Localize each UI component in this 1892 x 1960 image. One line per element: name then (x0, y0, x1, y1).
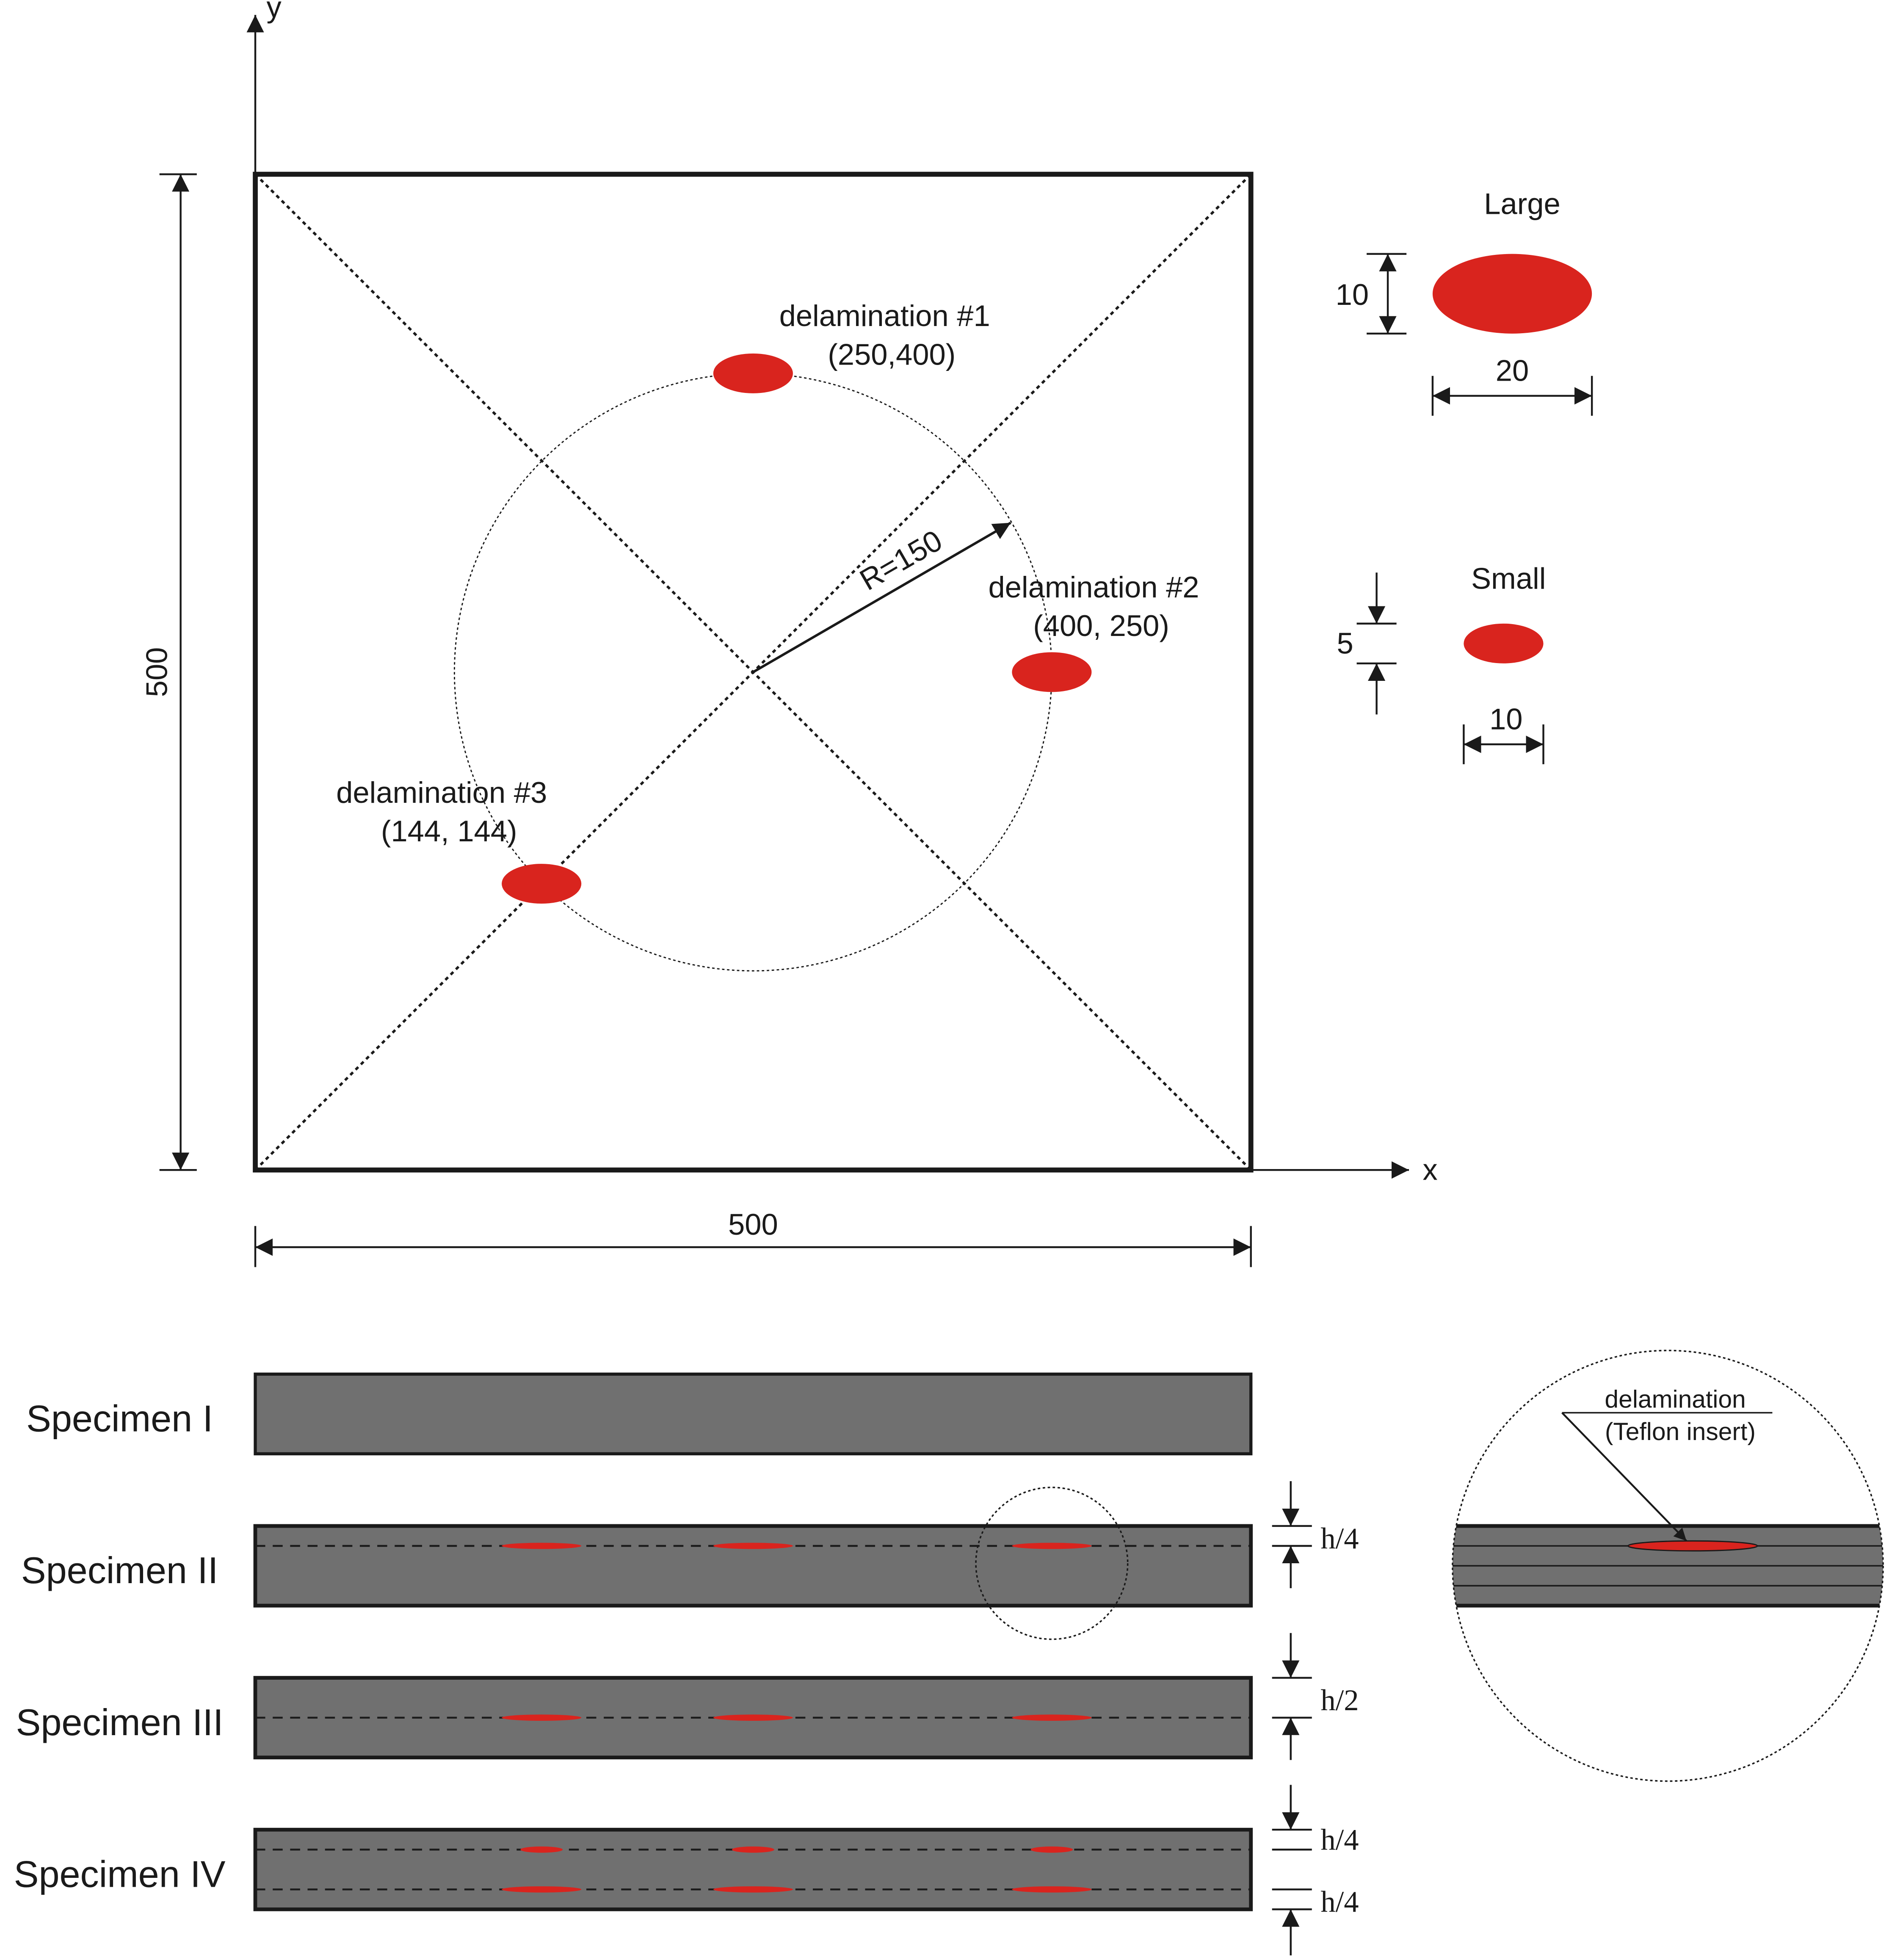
detail-callout-circle (975, 1487, 1129, 1640)
detail-view (1452, 1349, 1884, 1782)
specimen-2-delamination (1012, 1543, 1092, 1549)
legend-large-width-label: 20 (1496, 354, 1529, 387)
specimen-4-h4-label-top: h/4 (1320, 1823, 1359, 1856)
legend-small-width-label: 10 (1489, 702, 1522, 736)
specimen-4-delamination (502, 1886, 582, 1893)
specimen-3-delamination (713, 1714, 793, 1721)
width-dimension (254, 1226, 1252, 1267)
height-dimension (159, 173, 197, 1171)
specimen-4-h4-dims (1272, 1785, 1312, 1956)
legend-small-height-label: 5 (1337, 626, 1353, 660)
specimen-2-delamination (713, 1543, 793, 1549)
delamination-1-marker (713, 353, 793, 393)
specimen-2-body (253, 1524, 1253, 1608)
legend-large-title: Large (1484, 187, 1560, 221)
delamination-2-marker (1012, 652, 1092, 692)
specimen-4-label: Specimen IV (14, 1853, 226, 1895)
legend-small-ellipse (1464, 623, 1544, 663)
specimen-2-label: Specimen II (21, 1549, 218, 1591)
specimen-1-label: Specimen I (26, 1398, 213, 1440)
legend-large-height-label: 10 (1336, 278, 1369, 311)
specimen-2-h4-label: h/4 (1320, 1522, 1359, 1555)
specimen-3-delamination (502, 1714, 582, 1721)
delamination-2-label: delamination #2 (988, 570, 1199, 604)
plate-outline (253, 171, 1254, 1173)
specimen-4-h4-label-bottom: h/4 (1320, 1885, 1359, 1919)
detail-label-line1: delamination (1605, 1386, 1746, 1413)
legend-small-title: Small (1471, 561, 1546, 595)
specimen-3-h2-label: h/2 (1320, 1684, 1359, 1717)
y-axis-label: y (266, 0, 282, 24)
specimen-4-delamination (1012, 1886, 1092, 1893)
specimen-4-delamination (520, 1846, 563, 1853)
specimen-4-delamination (1030, 1846, 1073, 1853)
legend-large-ellipse (1432, 254, 1592, 334)
width-label: 500 (728, 1208, 778, 1241)
specimen-3-h2-dim (1272, 1633, 1312, 1760)
detail-delamination-insert (1627, 1540, 1758, 1552)
x-axis-label: x (1422, 1153, 1437, 1186)
legend-large-height-dim (1367, 253, 1407, 335)
specimen-3-delamination (1012, 1714, 1092, 1721)
specimen-4-body (253, 1827, 1253, 1911)
height-label: 500 (140, 647, 173, 697)
specimen-4-delamination (732, 1846, 774, 1853)
delamination-3-coords: (144, 144) (381, 814, 517, 848)
radius-arrow (752, 522, 1011, 673)
specimen-2-h4-dim (1272, 1481, 1312, 1588)
legend-small-height-dim (1356, 572, 1397, 715)
specimen-1-body (254, 1372, 1253, 1456)
delamination-1-coords: (250,400) (828, 337, 956, 371)
delamination-2-coords: (400, 250) (1033, 609, 1169, 642)
delamination-3-marker (502, 864, 582, 904)
specimen-4-delamination (713, 1886, 793, 1893)
specimen-3-label: Specimen III (16, 1701, 224, 1743)
delamination-1-label: delamination #1 (779, 299, 990, 332)
detail-leader-line (1561, 1412, 1688, 1542)
legend-large-width-dim (1431, 376, 1593, 416)
legend-small-width-dim (1463, 724, 1544, 764)
detail-label-line2: (Teflon insert) (1605, 1418, 1756, 1446)
delamination-3-label: delamination #3 (336, 776, 547, 809)
specimen-2-delamination (502, 1543, 582, 1549)
